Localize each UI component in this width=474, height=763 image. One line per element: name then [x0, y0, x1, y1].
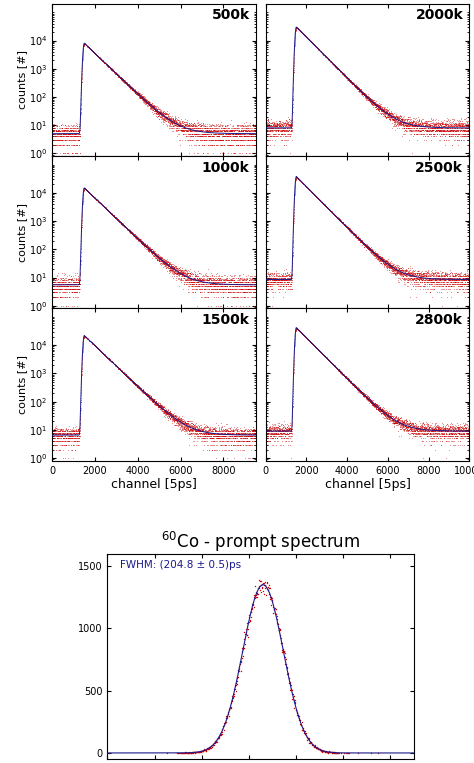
Text: 500k: 500k	[211, 8, 249, 22]
Text: 2500k: 2500k	[415, 161, 463, 175]
X-axis label: channel [5ps]: channel [5ps]	[325, 478, 410, 491]
X-axis label: channel [5ps]: channel [5ps]	[111, 478, 197, 491]
Text: FWHM: (204.8 ± 0.5)ps: FWHM: (204.8 ± 0.5)ps	[119, 560, 241, 570]
Y-axis label: counts [#]: counts [#]	[18, 355, 27, 414]
Text: 1000k: 1000k	[202, 161, 249, 175]
Text: 1500k: 1500k	[201, 313, 249, 327]
Text: 2000k: 2000k	[415, 8, 463, 22]
Y-axis label: counts [#]: counts [#]	[18, 50, 27, 109]
Title: $^{60}$Co - prompt spectrum: $^{60}$Co - prompt spectrum	[161, 530, 360, 554]
Y-axis label: counts [#]: counts [#]	[18, 203, 27, 262]
Text: 2800k: 2800k	[415, 313, 463, 327]
